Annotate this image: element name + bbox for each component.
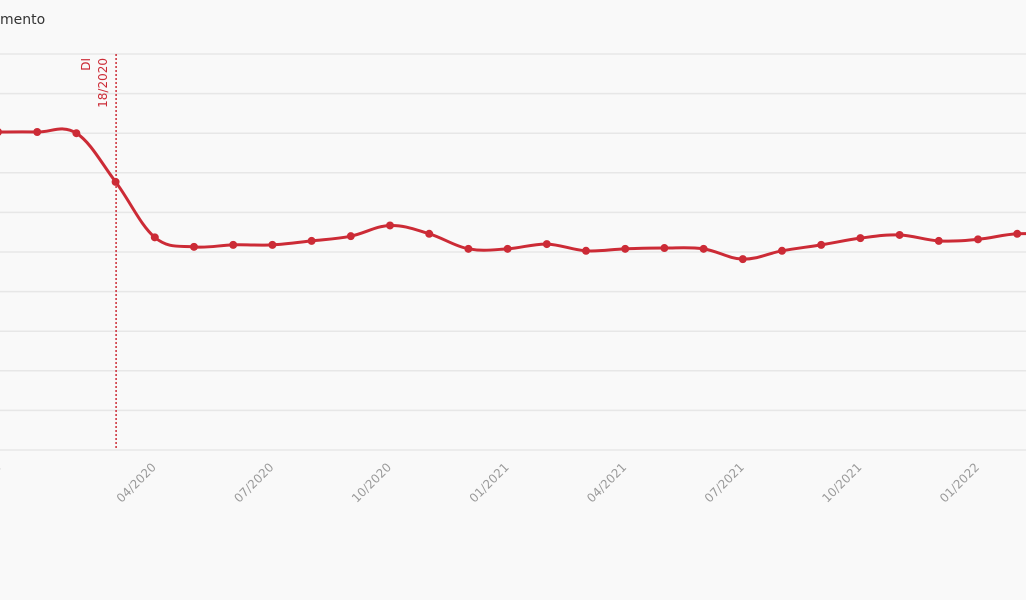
x-tick-label: 10/2020 bbox=[349, 460, 394, 505]
data-point[interactable] bbox=[856, 234, 865, 243]
data-point[interactable] bbox=[346, 232, 355, 241]
chart-title-fragment: mento bbox=[0, 12, 46, 28]
x-tick-label: 07/2020 bbox=[231, 460, 276, 505]
data-point[interactable] bbox=[582, 246, 590, 255]
data-point[interactable] bbox=[895, 230, 904, 239]
data-point[interactable] bbox=[542, 240, 551, 249]
data-point[interactable] bbox=[934, 236, 943, 245]
x-tick-label: 01/2022 bbox=[937, 460, 982, 505]
x-tick-label: 10/2021 bbox=[819, 460, 864, 505]
data-point[interactable] bbox=[425, 229, 434, 238]
data-point[interactable] bbox=[621, 244, 630, 253]
data-point[interactable] bbox=[72, 129, 81, 138]
event-label: DI bbox=[79, 58, 93, 71]
data-point[interactable] bbox=[0, 128, 2, 136]
data-point[interactable] bbox=[464, 244, 473, 253]
data-point[interactable] bbox=[150, 233, 159, 242]
event-label: 18/2020 bbox=[96, 58, 110, 108]
data-point[interactable] bbox=[33, 128, 42, 137]
data-point[interactable] bbox=[974, 235, 982, 244]
x-axis: 04/2020 07/2020 10/2020 01/2021 04/2021 07/20… bbox=[0, 460, 982, 505]
data-point[interactable] bbox=[817, 240, 826, 249]
data-point[interactable] bbox=[778, 246, 786, 255]
series-layer bbox=[0, 127, 1026, 264]
data-point[interactable] bbox=[190, 242, 198, 251]
data-point[interactable] bbox=[307, 236, 316, 245]
data-point[interactable] bbox=[268, 240, 277, 249]
x-tick-label: 07/2021 bbox=[702, 460, 747, 505]
data-point[interactable] bbox=[660, 244, 669, 253]
x-tick-label: 04/2021 bbox=[584, 460, 629, 505]
data-point[interactable] bbox=[111, 177, 120, 186]
data-point[interactable] bbox=[503, 244, 512, 253]
data-point[interactable] bbox=[229, 240, 238, 249]
data-point[interactable] bbox=[738, 255, 747, 264]
data-point[interactable] bbox=[699, 244, 708, 253]
data-point[interactable] bbox=[1013, 229, 1022, 238]
x-tick-label: 04/2020 bbox=[114, 460, 159, 505]
grid-lines bbox=[0, 53, 1026, 451]
event-annotation: DI 18/2020 bbox=[79, 54, 117, 450]
x-tick-label: 01/2021 bbox=[467, 460, 512, 505]
data-point[interactable] bbox=[386, 221, 394, 230]
x-tick-label-fragment: 0 bbox=[0, 460, 4, 475]
